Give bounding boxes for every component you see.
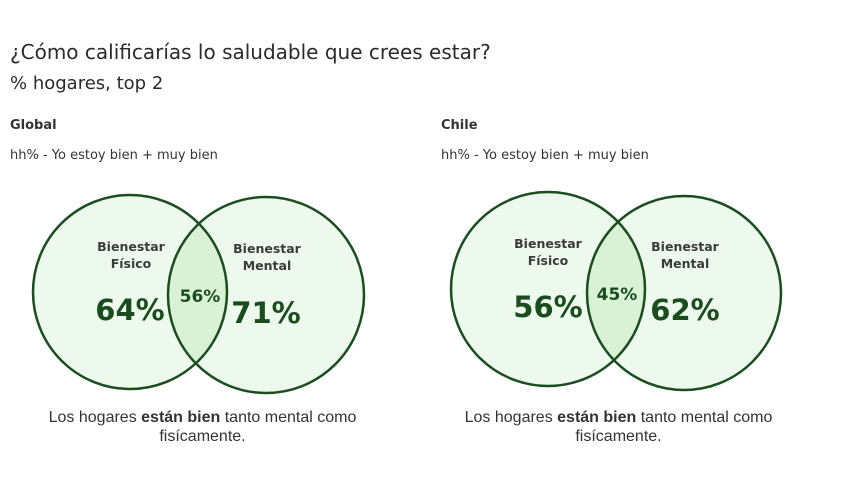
panel-title: Global [10, 118, 57, 133]
venn-diagram: Bienestar Físico Bienestar Mental 64% 71… [31, 193, 366, 395]
set-label-mental-2: Mental [243, 258, 292, 273]
venn-panel-global: Global hh% - Yo estoy bien + muy bien Bi… [10, 118, 430, 468]
panel-caption: Los hogares están bien tanto mental como… [464, 409, 773, 445]
set-label-physical-1: Bienestar [514, 236, 583, 251]
value-intersection: 45% [597, 285, 638, 305]
page-title: ¿Cómo calificarías lo saludable que cree… [10, 40, 491, 64]
panel-subtitle: hh% - Yo estoy bien + muy bien [441, 148, 649, 163]
circle-physical-outline [449, 190, 647, 388]
set-label-physical-2: Físico [111, 256, 152, 271]
panel-subtitle: hh% - Yo estoy bien + muy bien [10, 148, 218, 163]
set-label-physical-2: Físico [528, 253, 569, 268]
circle-physical-outline [31, 193, 229, 391]
page-subtitle: % hogares, top 2 [10, 73, 164, 94]
circle-mental-outline [585, 194, 783, 392]
value-intersection: 56% [180, 287, 221, 307]
circle-mental-outline [166, 195, 366, 395]
set-label-physical-1: Bienestar [97, 239, 166, 254]
value-physical: 56% [513, 290, 582, 324]
venn-diagram: Bienestar Físico Bienestar Mental 56% 62… [449, 190, 783, 392]
set-label-mental-1: Bienestar [651, 239, 720, 254]
value-mental: 71% [231, 296, 300, 330]
set-label-mental-2: Mental [661, 256, 710, 271]
circle-mental [168, 197, 364, 393]
value-mental: 62% [650, 293, 719, 327]
panel-title: Chile [441, 118, 478, 133]
value-physical: 64% [95, 293, 164, 327]
set-label-mental-1: Bienestar [233, 241, 302, 256]
venn-panel-chile: Chile hh% - Yo estoy bien + muy bien Bie… [441, 118, 861, 468]
panel-caption: Los hogares están bien tanto mental como… [48, 409, 357, 445]
